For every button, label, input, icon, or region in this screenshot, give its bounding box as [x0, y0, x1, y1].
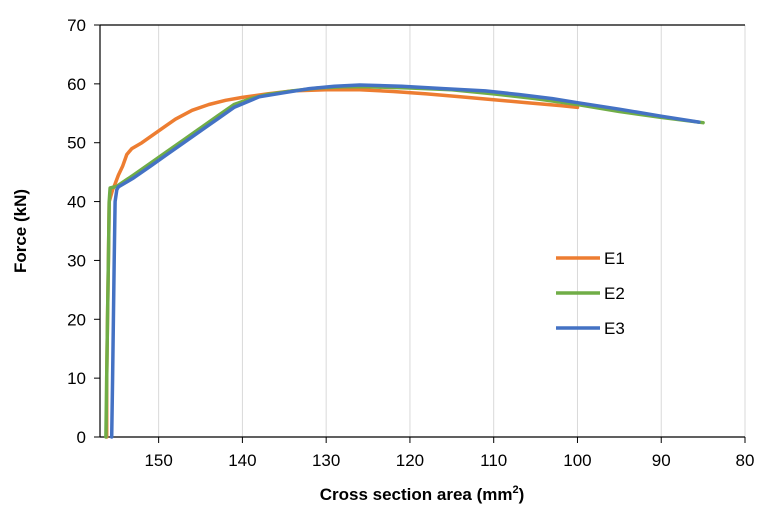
x-tick-label: 80	[736, 451, 755, 470]
series-line-e2	[104, 85, 705, 439]
legend: E1 E2 E3	[556, 249, 625, 338]
legend-label-e1: E1	[604, 249, 625, 268]
x-tick-label: 90	[652, 451, 671, 470]
legend-label-e2: E2	[604, 284, 625, 303]
series-line-e1	[104, 87, 580, 439]
x-tick-label: 140	[228, 451, 256, 470]
y-axis-title: Force (kN)	[11, 189, 30, 273]
x-tick-label: 120	[396, 451, 424, 470]
y-tick-label: 30	[67, 251, 86, 270]
x-tick-label: 130	[312, 451, 340, 470]
x-tick-label: 100	[563, 451, 591, 470]
x-tick-label: 110	[480, 451, 507, 470]
y-tick-label: 0	[77, 428, 86, 447]
x-ticks: 150 140 130 120 110 100 90 80	[144, 437, 754, 470]
x-axis-title: Cross section area (mm2)	[320, 484, 525, 504]
legend-label-e3: E3	[604, 319, 625, 338]
series-group	[104, 83, 705, 439]
axes	[99, 24, 745, 438]
grid-lines	[158, 25, 746, 437]
y-tick-label: 60	[67, 75, 86, 94]
series-line-e3	[109, 83, 701, 439]
y-tick-label: 40	[67, 193, 86, 212]
y-ticks: 0 10 20 30 40 50 60 70	[67, 16, 100, 447]
y-tick-label: 10	[67, 369, 86, 388]
y-tick-label: 70	[67, 16, 86, 35]
y-tick-label: 20	[67, 310, 86, 329]
y-tick-label: 50	[67, 134, 86, 153]
x-tick-label: 150	[144, 451, 172, 470]
